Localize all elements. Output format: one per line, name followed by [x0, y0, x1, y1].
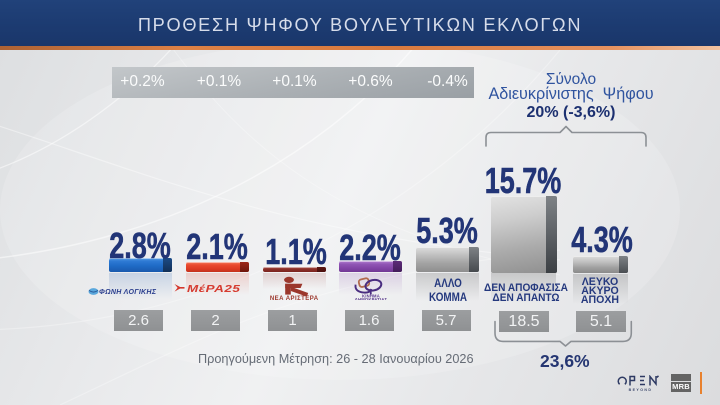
svg-text:BEYOND: BEYOND — [629, 388, 653, 392]
svg-text:ΔΗΜΟΚΡΑΤΙΑΣ: ΔΗΜΟΚΡΑΤΙΑΣ — [355, 297, 388, 300]
svg-text:ΚΙΝΗΜΑ: ΚΙΝΗΜΑ — [362, 294, 380, 299]
svg-text:ΝΕΑ ΑΡΙΣΤΕΡΑ: ΝΕΑ ΑΡΙΣΤΕΡΑ — [270, 296, 319, 300]
